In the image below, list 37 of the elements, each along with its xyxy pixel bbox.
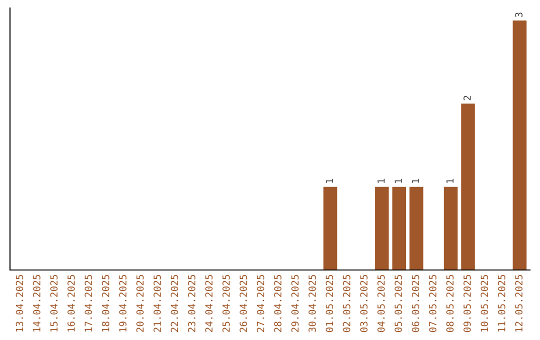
data-label: 1 [378, 178, 385, 183]
x-tick-label: 24.04.2025 [205, 274, 213, 332]
x-tick-label: 15.04.2025 [50, 274, 58, 332]
x-tick-label: 08.05.2025 [446, 274, 454, 332]
x-tick-label: 03.05.2025 [360, 274, 368, 332]
data-label: 1 [326, 178, 333, 183]
x-tick-label: 27.04.2025 [256, 274, 264, 332]
x-tick-label: 28.04.2025 [274, 274, 282, 332]
data-label: 1 [446, 178, 454, 183]
x-tick-label: 02.05.2025 [342, 274, 350, 332]
x-tick-label: 14.04.2025 [33, 274, 40, 332]
x-tick-label: 18.04.2025 [102, 274, 110, 332]
x-tick-label: 21.04.2025 [154, 274, 161, 332]
x-tick-label: 30.04.2025 [308, 274, 316, 332]
x-tick-label: 05.05.2025 [394, 274, 402, 332]
data-label: 1 [412, 178, 420, 183]
x-tick-label: 22.04.2025 [170, 274, 178, 332]
x-tick-label: 19.04.2025 [119, 274, 126, 332]
x-tick-label: 07.05.2025 [429, 274, 436, 332]
x-tick-label: 20.04.2025 [136, 274, 144, 332]
x-tick-label: 04.05.2025 [377, 274, 385, 332]
x-tick-label: 25.04.2025 [222, 274, 230, 332]
x-tick-label: 13.04.2025 [16, 274, 24, 332]
x-tick-label: 16.04.2025 [67, 274, 75, 332]
x-tick-label: 23.04.2025 [188, 274, 196, 332]
x-tick-label: 17.04.2025 [84, 274, 92, 332]
data-label: 3 [515, 12, 523, 18]
x-tick-label: 11.05.2025 [498, 274, 506, 332]
x-tick-label: 01.05.2025 [326, 274, 334, 332]
x-tick-label: 06.05.2025 [412, 274, 420, 332]
x-tick-label: 09.05.2025 [464, 274, 471, 332]
data-label: 2 [464, 96, 471, 100]
data-label: 1 [394, 178, 402, 183]
x-tick-label: 10.05.2025 [480, 274, 488, 332]
x-tick-label: 29.04.2025 [291, 274, 299, 332]
x-tick-label: 26.04.2025 [240, 274, 248, 332]
x-tick-label: 12.05.2025 [515, 274, 523, 332]
